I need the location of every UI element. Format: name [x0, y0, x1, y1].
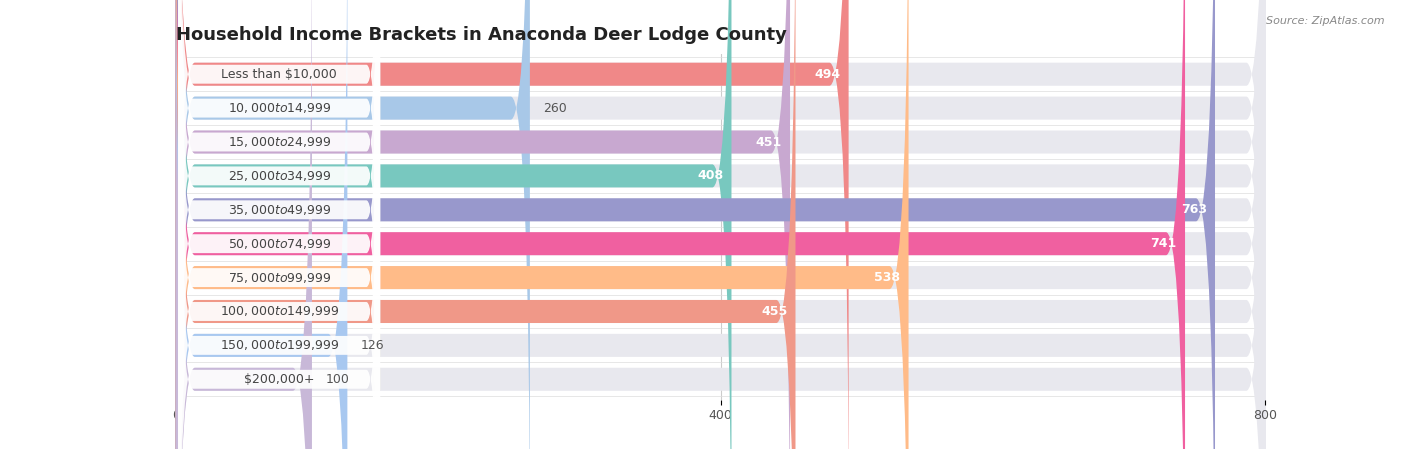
- FancyBboxPatch shape: [176, 0, 530, 449]
- Text: Less than $10,000: Less than $10,000: [221, 68, 337, 81]
- Text: 100: 100: [326, 373, 350, 386]
- FancyBboxPatch shape: [176, 0, 1265, 449]
- Text: 455: 455: [761, 305, 787, 318]
- FancyBboxPatch shape: [176, 0, 1265, 449]
- Text: Household Income Brackets in Anaconda Deer Lodge County: Household Income Brackets in Anaconda De…: [176, 26, 786, 44]
- FancyBboxPatch shape: [176, 0, 790, 449]
- FancyBboxPatch shape: [176, 0, 1265, 449]
- FancyBboxPatch shape: [176, 0, 908, 449]
- FancyBboxPatch shape: [179, 0, 380, 449]
- FancyBboxPatch shape: [176, 0, 1265, 449]
- FancyBboxPatch shape: [179, 0, 380, 449]
- FancyBboxPatch shape: [176, 0, 1265, 449]
- FancyBboxPatch shape: [176, 0, 1185, 449]
- FancyBboxPatch shape: [179, 16, 380, 449]
- FancyBboxPatch shape: [176, 0, 1265, 449]
- FancyBboxPatch shape: [176, 0, 347, 449]
- Text: $35,000 to $49,999: $35,000 to $49,999: [228, 203, 330, 217]
- Text: 260: 260: [544, 101, 567, 114]
- Text: 763: 763: [1181, 203, 1206, 216]
- Text: $100,000 to $149,999: $100,000 to $149,999: [219, 304, 339, 318]
- Text: $200,000+: $200,000+: [245, 373, 315, 386]
- Text: 126: 126: [361, 339, 385, 352]
- FancyBboxPatch shape: [176, 0, 1265, 449]
- FancyBboxPatch shape: [176, 0, 1265, 449]
- FancyBboxPatch shape: [179, 50, 380, 449]
- Text: Source: ZipAtlas.com: Source: ZipAtlas.com: [1267, 16, 1385, 26]
- Text: $15,000 to $24,999: $15,000 to $24,999: [228, 135, 330, 149]
- Text: $10,000 to $14,999: $10,000 to $14,999: [228, 101, 330, 115]
- Text: $150,000 to $199,999: $150,000 to $199,999: [219, 339, 339, 352]
- FancyBboxPatch shape: [179, 0, 380, 404]
- FancyBboxPatch shape: [176, 0, 1265, 449]
- Text: 741: 741: [1150, 237, 1177, 250]
- Text: 494: 494: [814, 68, 841, 81]
- Text: 538: 538: [875, 271, 900, 284]
- FancyBboxPatch shape: [176, 0, 312, 449]
- Text: $75,000 to $99,999: $75,000 to $99,999: [228, 271, 330, 285]
- FancyBboxPatch shape: [176, 0, 1265, 449]
- FancyBboxPatch shape: [179, 0, 380, 449]
- FancyBboxPatch shape: [179, 0, 380, 449]
- FancyBboxPatch shape: [176, 0, 1215, 449]
- FancyBboxPatch shape: [179, 0, 380, 449]
- FancyBboxPatch shape: [176, 0, 796, 449]
- Text: 408: 408: [697, 169, 723, 182]
- FancyBboxPatch shape: [176, 0, 849, 449]
- FancyBboxPatch shape: [179, 0, 380, 438]
- Text: $25,000 to $34,999: $25,000 to $34,999: [228, 169, 330, 183]
- FancyBboxPatch shape: [179, 0, 380, 449]
- Text: 451: 451: [755, 136, 782, 149]
- Text: $50,000 to $74,999: $50,000 to $74,999: [228, 237, 330, 251]
- FancyBboxPatch shape: [176, 0, 731, 449]
